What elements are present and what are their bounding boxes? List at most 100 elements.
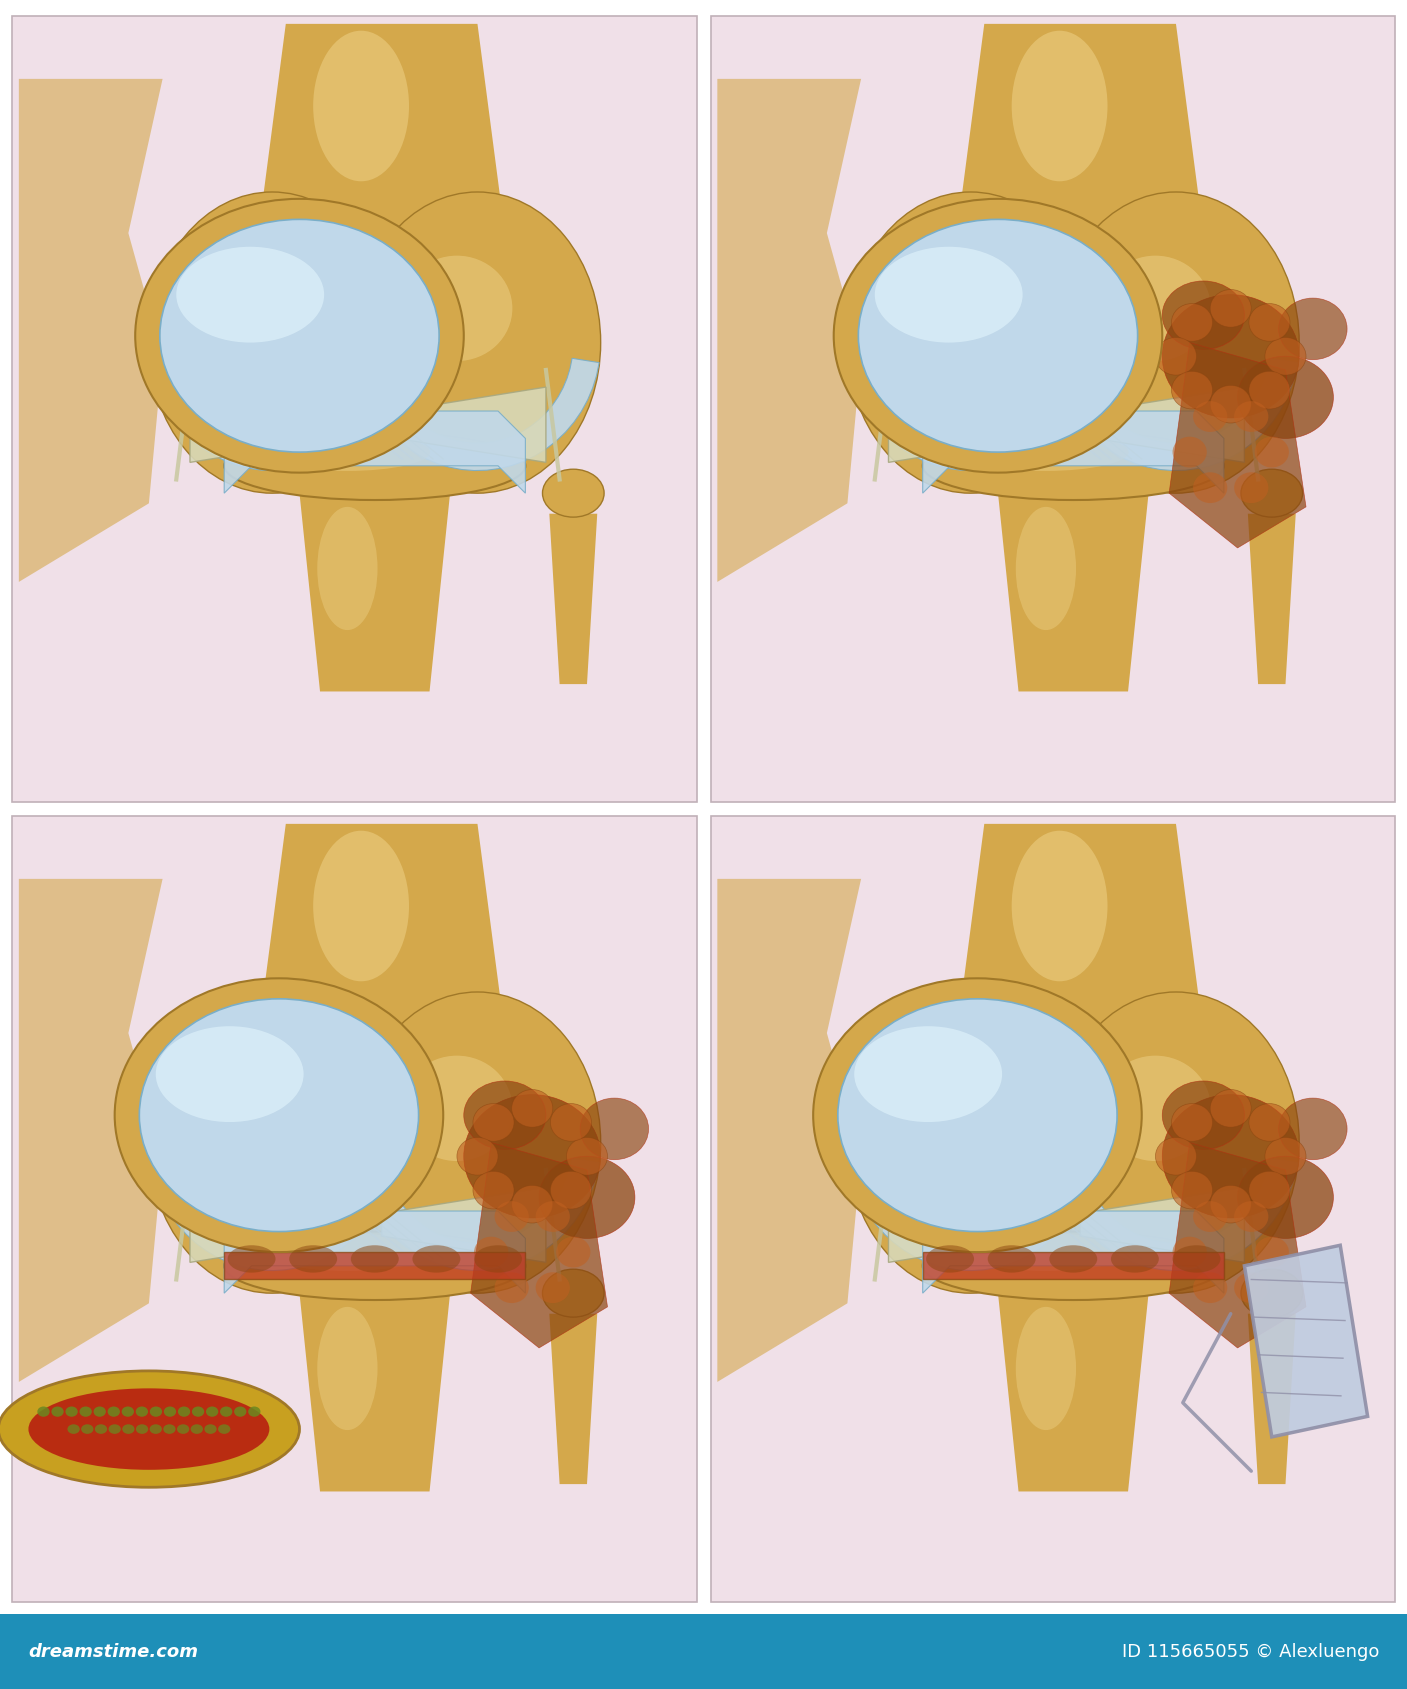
Polygon shape <box>18 79 163 583</box>
Ellipse shape <box>854 1027 1002 1123</box>
Ellipse shape <box>38 1407 49 1417</box>
Ellipse shape <box>115 978 443 1252</box>
Bar <box>13 802 1394 816</box>
Polygon shape <box>300 493 450 692</box>
Ellipse shape <box>837 1000 1117 1231</box>
Bar <box>272 223 477 464</box>
Ellipse shape <box>94 1424 107 1434</box>
Ellipse shape <box>122 1424 135 1434</box>
Polygon shape <box>381 388 546 463</box>
Text: dreamstime: dreamstime <box>1150 1010 1230 1062</box>
Polygon shape <box>998 1294 1148 1491</box>
Ellipse shape <box>512 1089 553 1128</box>
Ellipse shape <box>108 1424 121 1434</box>
Ellipse shape <box>350 1245 398 1274</box>
Polygon shape <box>1081 1187 1244 1263</box>
Polygon shape <box>155 343 395 471</box>
Polygon shape <box>1248 515 1296 684</box>
Ellipse shape <box>1172 1105 1213 1142</box>
Ellipse shape <box>1210 1089 1251 1128</box>
Ellipse shape <box>224 432 525 500</box>
Ellipse shape <box>1012 32 1107 182</box>
Ellipse shape <box>1172 304 1213 341</box>
Ellipse shape <box>464 1081 546 1150</box>
Polygon shape <box>224 412 525 493</box>
Ellipse shape <box>464 1094 601 1218</box>
Ellipse shape <box>926 1245 974 1274</box>
Ellipse shape <box>205 1407 218 1417</box>
Ellipse shape <box>888 257 999 361</box>
Ellipse shape <box>1210 291 1251 328</box>
Text: dreamstime: dreamstime <box>862 291 943 341</box>
Ellipse shape <box>1241 470 1303 519</box>
Polygon shape <box>259 25 505 233</box>
Bar <box>13 17 696 802</box>
Bar <box>711 17 1394 802</box>
Ellipse shape <box>318 1307 377 1431</box>
Ellipse shape <box>550 1105 591 1142</box>
Ellipse shape <box>875 248 1023 343</box>
Ellipse shape <box>1193 1272 1227 1304</box>
Polygon shape <box>957 824 1203 1034</box>
Ellipse shape <box>1100 1056 1211 1162</box>
Ellipse shape <box>66 1407 77 1417</box>
Ellipse shape <box>28 1388 269 1469</box>
Ellipse shape <box>539 1157 635 1238</box>
Ellipse shape <box>121 1407 134 1417</box>
Ellipse shape <box>1172 1245 1220 1274</box>
Ellipse shape <box>543 1270 604 1317</box>
Ellipse shape <box>1100 257 1211 361</box>
Ellipse shape <box>314 831 409 981</box>
Ellipse shape <box>1255 437 1289 468</box>
Polygon shape <box>1248 1314 1296 1485</box>
Ellipse shape <box>93 1407 106 1417</box>
Ellipse shape <box>1193 402 1227 432</box>
Polygon shape <box>549 1314 597 1485</box>
Text: dreamstime: dreamstime <box>1047 1301 1127 1353</box>
Polygon shape <box>18 880 163 1382</box>
Ellipse shape <box>139 1000 419 1231</box>
Ellipse shape <box>355 993 601 1294</box>
Ellipse shape <box>988 1245 1036 1274</box>
Text: dreamstime: dreamstime <box>1150 211 1230 263</box>
Ellipse shape <box>923 1231 1224 1301</box>
Ellipse shape <box>1265 1138 1306 1176</box>
Ellipse shape <box>191 1424 203 1434</box>
Polygon shape <box>190 1187 355 1263</box>
Ellipse shape <box>813 978 1141 1252</box>
Polygon shape <box>1169 343 1306 549</box>
Bar <box>711 816 1394 1603</box>
Ellipse shape <box>149 193 395 493</box>
Ellipse shape <box>219 1407 232 1417</box>
Ellipse shape <box>1255 1236 1289 1268</box>
Ellipse shape <box>234 1407 246 1417</box>
Ellipse shape <box>834 199 1162 473</box>
Text: dreamstime: dreamstime <box>1047 502 1127 554</box>
Ellipse shape <box>473 1105 514 1142</box>
Polygon shape <box>854 343 1093 471</box>
Ellipse shape <box>512 1186 553 1223</box>
Ellipse shape <box>1050 1245 1097 1274</box>
Ellipse shape <box>1172 437 1207 468</box>
Ellipse shape <box>1249 372 1290 410</box>
Ellipse shape <box>265 1233 431 1272</box>
Ellipse shape <box>1241 1270 1303 1317</box>
Ellipse shape <box>1172 1236 1207 1268</box>
Ellipse shape <box>556 1236 591 1268</box>
Ellipse shape <box>536 1272 570 1304</box>
Ellipse shape <box>248 1407 260 1417</box>
Ellipse shape <box>888 1056 999 1162</box>
Polygon shape <box>381 1187 546 1263</box>
Ellipse shape <box>1265 338 1306 377</box>
Ellipse shape <box>1172 372 1213 410</box>
Ellipse shape <box>190 1056 300 1162</box>
Ellipse shape <box>52 1407 63 1417</box>
Ellipse shape <box>290 1245 338 1274</box>
Ellipse shape <box>401 1056 512 1162</box>
Ellipse shape <box>1162 282 1244 350</box>
Ellipse shape <box>1172 1172 1213 1209</box>
Ellipse shape <box>1249 1172 1290 1209</box>
Ellipse shape <box>495 1201 529 1233</box>
Ellipse shape <box>550 1172 591 1209</box>
Ellipse shape <box>0 1371 300 1488</box>
